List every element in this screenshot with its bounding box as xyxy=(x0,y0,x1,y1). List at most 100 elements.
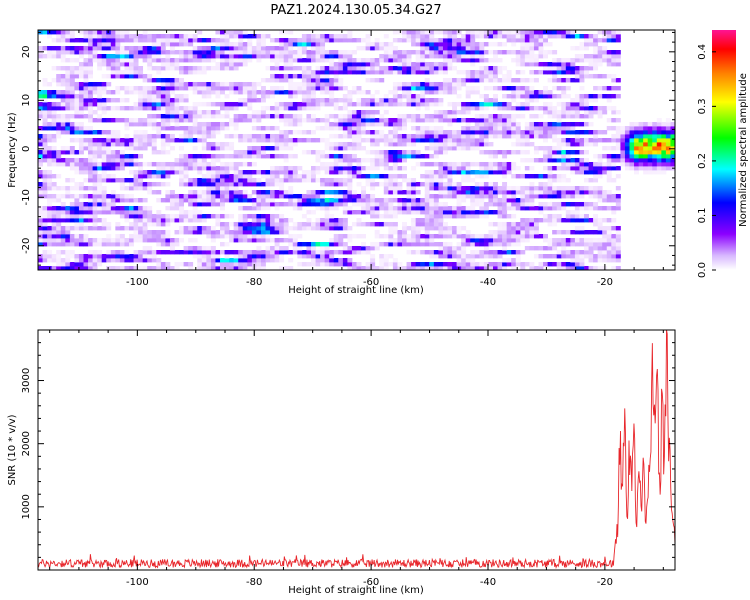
heatmap-cell xyxy=(420,222,426,227)
heatmap-cell xyxy=(156,150,162,155)
heatmap-cell xyxy=(151,170,157,175)
heatmap-cell xyxy=(60,130,66,135)
heatmap-cell xyxy=(151,122,157,127)
heatmap-cell xyxy=(192,122,198,127)
heatmap-cell xyxy=(88,86,93,91)
heatmap-cell xyxy=(529,194,535,199)
heatmap-cell xyxy=(210,166,216,171)
heatmap-cell xyxy=(356,134,362,139)
heatmap-cell xyxy=(124,198,130,203)
heatmap-cell xyxy=(192,206,198,211)
heatmap-cell xyxy=(197,86,203,91)
heatmap-cell xyxy=(88,238,93,243)
heatmap-cell xyxy=(361,90,366,95)
heatmap-cell xyxy=(347,146,353,151)
heatmap-cell xyxy=(56,106,62,111)
heatmap-cell xyxy=(160,230,166,235)
heatmap-cell xyxy=(306,150,312,155)
heatmap-cell xyxy=(647,138,653,143)
heatmap-cell xyxy=(370,162,376,167)
heatmap-cell xyxy=(556,62,562,67)
heatmap-cell xyxy=(524,106,530,111)
heatmap-cell xyxy=(197,194,203,199)
heatmap-cell xyxy=(60,234,66,239)
heatmap-cell xyxy=(588,130,594,135)
heatmap-cell xyxy=(324,70,330,75)
heatmap-cell xyxy=(274,258,280,263)
heatmap-cell xyxy=(520,234,526,239)
heatmap-cell xyxy=(151,126,157,131)
heatmap-cell xyxy=(624,134,630,139)
heatmap-cell xyxy=(365,222,371,227)
heatmap-cell xyxy=(324,66,330,71)
heatmap-cell xyxy=(415,154,421,159)
heatmap-cell xyxy=(652,154,658,159)
heatmap-cell xyxy=(597,166,603,171)
heatmap-cell xyxy=(83,166,89,171)
heatmap-cell xyxy=(297,86,303,91)
heatmap-cell xyxy=(661,146,667,151)
heatmap-cell xyxy=(311,102,316,107)
heatmap-cell xyxy=(270,66,275,71)
heatmap-cell xyxy=(129,170,134,175)
heatmap-cell xyxy=(392,118,398,123)
heatmap-cell xyxy=(333,74,339,79)
heatmap-cell xyxy=(493,58,498,63)
heatmap-cell xyxy=(165,110,171,115)
heatmap-cell xyxy=(206,182,212,187)
heatmap-cell xyxy=(270,50,275,55)
heatmap-cell xyxy=(174,58,180,63)
heatmap-cell xyxy=(188,162,194,167)
heatmap-cell xyxy=(488,78,494,83)
heatmap-cell xyxy=(543,138,548,143)
heatmap-cell xyxy=(279,254,285,259)
heatmap-cell xyxy=(115,134,121,139)
heatmap-cell xyxy=(133,66,139,71)
heatmap-cell xyxy=(552,214,558,219)
heatmap-cell xyxy=(301,46,307,51)
heatmap-cell xyxy=(311,150,316,155)
heatmap-cell xyxy=(224,106,230,111)
heatmap-cell xyxy=(274,106,280,111)
heatmap-cell xyxy=(424,202,430,207)
heatmap-cell xyxy=(597,62,603,67)
heatmap-cell xyxy=(520,266,526,270)
heatmap-cell xyxy=(174,262,180,267)
heatmap-cell xyxy=(402,86,407,91)
heatmap-cell xyxy=(543,150,548,155)
heatmap-cell xyxy=(438,70,444,75)
heatmap-cell xyxy=(320,258,326,263)
heatmap-cell xyxy=(83,234,89,239)
heatmap-cell xyxy=(552,134,558,139)
heatmap-cell xyxy=(388,186,394,191)
heatmap-cell xyxy=(397,118,403,123)
heatmap-cell xyxy=(474,250,480,255)
heatmap-cell xyxy=(256,214,262,219)
heatmap-cell xyxy=(497,230,503,235)
heatmap-cell xyxy=(502,74,508,79)
heatmap-cell xyxy=(511,214,517,219)
heatmap-cell xyxy=(101,242,107,247)
heatmap-cell xyxy=(124,98,130,103)
heatmap-cell xyxy=(183,246,189,251)
heatmap-cell xyxy=(465,42,471,47)
heatmap-cell xyxy=(311,98,316,103)
heatmap-cell xyxy=(370,118,376,123)
heatmap-cell xyxy=(247,258,253,263)
heatmap-cell xyxy=(429,162,435,167)
heatmap-cell xyxy=(183,70,189,75)
heatmap-cell xyxy=(315,138,321,143)
heatmap-cell xyxy=(397,102,403,107)
heatmap-cell xyxy=(201,162,207,167)
heatmap-cell xyxy=(433,130,439,135)
heatmap-cell xyxy=(561,106,567,111)
heatmap-cell xyxy=(129,154,134,159)
heatmap-cell xyxy=(288,202,294,207)
heatmap-cell xyxy=(461,106,467,111)
heatmap-cell xyxy=(265,226,271,231)
heatmap-cell xyxy=(502,162,508,167)
heatmap-cell xyxy=(465,70,471,75)
heatmap-cell xyxy=(110,90,116,95)
